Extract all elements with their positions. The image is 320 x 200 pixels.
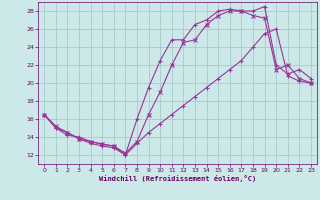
- X-axis label: Windchill (Refroidissement éolien,°C): Windchill (Refroidissement éolien,°C): [99, 175, 256, 182]
